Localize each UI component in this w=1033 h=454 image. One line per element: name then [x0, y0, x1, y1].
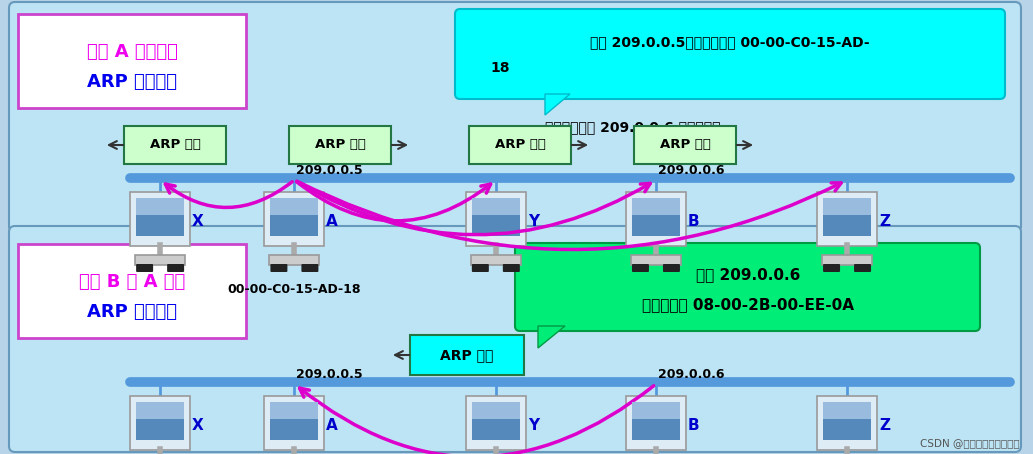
- FancyBboxPatch shape: [469, 126, 571, 164]
- FancyBboxPatch shape: [271, 264, 287, 272]
- FancyBboxPatch shape: [136, 402, 184, 419]
- Text: Y: Y: [528, 214, 539, 229]
- FancyBboxPatch shape: [466, 396, 526, 450]
- FancyBboxPatch shape: [854, 264, 871, 272]
- FancyBboxPatch shape: [515, 243, 980, 331]
- FancyBboxPatch shape: [136, 402, 184, 440]
- FancyBboxPatch shape: [472, 198, 520, 215]
- FancyBboxPatch shape: [271, 198, 318, 236]
- Polygon shape: [538, 326, 565, 348]
- FancyBboxPatch shape: [632, 198, 680, 236]
- FancyBboxPatch shape: [9, 2, 1021, 232]
- Text: B: B: [688, 214, 699, 229]
- FancyBboxPatch shape: [472, 198, 520, 236]
- Text: 硬件地址是 08-00-2B-00-EE-0A: 硬件地址是 08-00-2B-00-EE-0A: [641, 297, 854, 312]
- FancyBboxPatch shape: [472, 264, 489, 272]
- FancyBboxPatch shape: [823, 198, 871, 215]
- FancyBboxPatch shape: [822, 255, 872, 265]
- FancyBboxPatch shape: [18, 14, 246, 108]
- Text: 我是 209.0.0.6: 我是 209.0.0.6: [696, 267, 801, 282]
- Text: 我想知道主机 209.0.0.6 的硬件地址: 我想知道主机 209.0.0.6 的硬件地址: [545, 120, 720, 134]
- Polygon shape: [545, 94, 570, 115]
- FancyBboxPatch shape: [823, 198, 871, 236]
- FancyBboxPatch shape: [455, 9, 1005, 99]
- FancyBboxPatch shape: [135, 255, 185, 265]
- FancyBboxPatch shape: [472, 402, 520, 419]
- Text: ARP 响应分组: ARP 响应分组: [87, 303, 177, 321]
- Text: ARP 请求: ARP 请求: [315, 138, 366, 152]
- FancyBboxPatch shape: [302, 264, 318, 272]
- Text: 主机 A 广播发送: 主机 A 广播发送: [87, 43, 178, 61]
- FancyBboxPatch shape: [632, 402, 680, 419]
- Text: ARP 请求: ARP 请求: [150, 138, 200, 152]
- Text: Z: Z: [879, 214, 890, 229]
- Text: ARP 相应: ARP 相应: [440, 348, 494, 362]
- FancyBboxPatch shape: [817, 192, 877, 246]
- FancyBboxPatch shape: [289, 126, 392, 164]
- FancyBboxPatch shape: [410, 335, 524, 375]
- Text: 209.0.0.6: 209.0.0.6: [658, 368, 724, 381]
- FancyBboxPatch shape: [167, 264, 184, 272]
- Text: 18: 18: [490, 61, 509, 75]
- Text: 我是 209.0.0.5，硬件地址是 00-00-C0-15-AD-: 我是 209.0.0.5，硬件地址是 00-00-C0-15-AD-: [590, 35, 870, 49]
- Text: 209.0.0.5: 209.0.0.5: [296, 164, 363, 177]
- Text: 209.0.0.6: 209.0.0.6: [658, 164, 724, 177]
- FancyBboxPatch shape: [632, 264, 649, 272]
- FancyBboxPatch shape: [466, 192, 526, 246]
- FancyBboxPatch shape: [503, 264, 520, 272]
- Text: 209.0.0.5: 209.0.0.5: [296, 368, 363, 381]
- FancyBboxPatch shape: [270, 255, 319, 265]
- Text: ARP 请求分组: ARP 请求分组: [87, 73, 177, 91]
- FancyBboxPatch shape: [634, 126, 735, 164]
- FancyBboxPatch shape: [823, 402, 871, 419]
- Text: 00-00-C0-15-AD-18: 00-00-C0-15-AD-18: [227, 283, 362, 296]
- Text: B: B: [688, 418, 699, 433]
- FancyBboxPatch shape: [632, 198, 680, 215]
- Text: A: A: [326, 214, 338, 229]
- FancyBboxPatch shape: [264, 396, 324, 450]
- FancyBboxPatch shape: [130, 396, 190, 450]
- FancyBboxPatch shape: [472, 402, 520, 440]
- FancyBboxPatch shape: [823, 264, 840, 272]
- Text: 主机 B 向 A 发送: 主机 B 向 A 发送: [79, 273, 185, 291]
- FancyBboxPatch shape: [631, 255, 681, 265]
- FancyBboxPatch shape: [471, 255, 521, 265]
- FancyBboxPatch shape: [626, 396, 686, 450]
- Text: ARP 请求: ARP 请求: [659, 138, 711, 152]
- Text: CSDN @富士康质检员张全蛋: CSDN @富士康质检员张全蛋: [920, 438, 1020, 448]
- FancyBboxPatch shape: [136, 198, 184, 236]
- Text: Y: Y: [528, 418, 539, 433]
- FancyBboxPatch shape: [130, 192, 190, 246]
- Text: X: X: [192, 418, 204, 433]
- FancyBboxPatch shape: [817, 396, 877, 450]
- FancyBboxPatch shape: [9, 226, 1021, 452]
- Text: ARP 请求: ARP 请求: [495, 138, 545, 152]
- FancyBboxPatch shape: [271, 198, 318, 215]
- FancyBboxPatch shape: [632, 402, 680, 440]
- Text: Z: Z: [879, 418, 890, 433]
- FancyBboxPatch shape: [626, 192, 686, 246]
- FancyBboxPatch shape: [18, 244, 246, 338]
- FancyBboxPatch shape: [136, 198, 184, 215]
- FancyBboxPatch shape: [264, 192, 324, 246]
- FancyBboxPatch shape: [124, 126, 226, 164]
- FancyBboxPatch shape: [271, 402, 318, 419]
- Text: X: X: [192, 214, 204, 229]
- Text: A: A: [326, 418, 338, 433]
- FancyBboxPatch shape: [823, 402, 871, 440]
- FancyBboxPatch shape: [663, 264, 680, 272]
- FancyBboxPatch shape: [271, 402, 318, 440]
- FancyBboxPatch shape: [136, 264, 153, 272]
